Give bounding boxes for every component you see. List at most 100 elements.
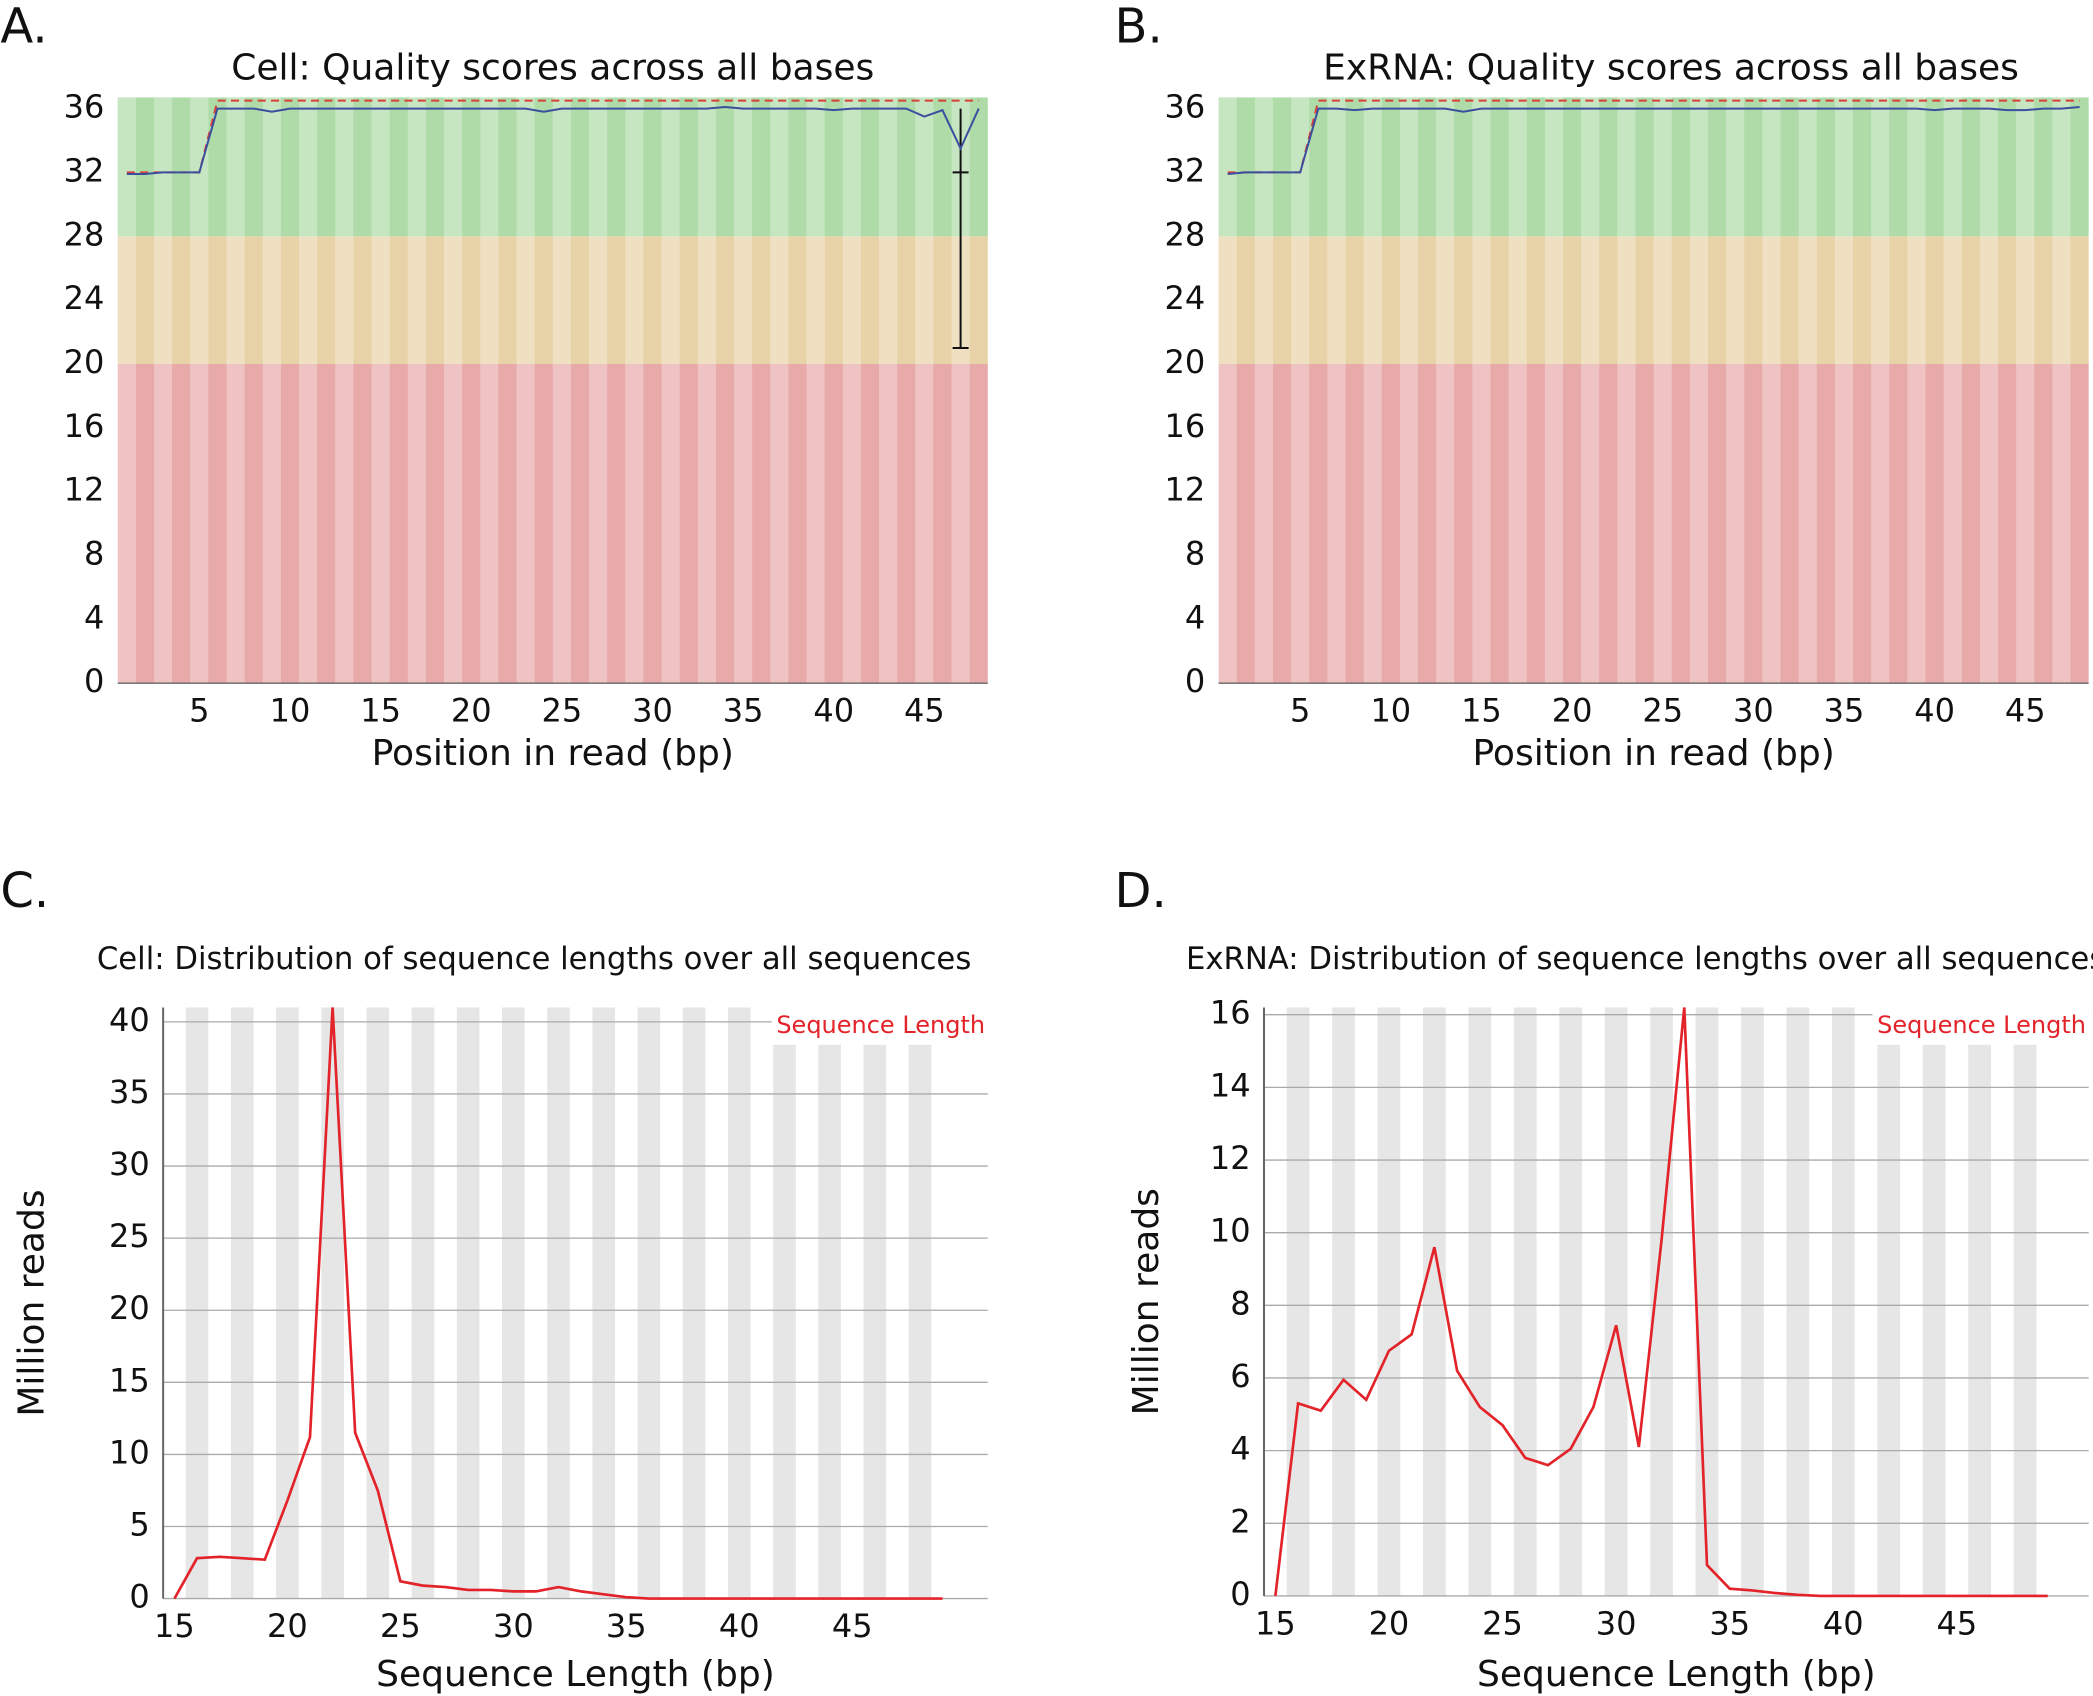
x-tick-label: 15 xyxy=(1461,692,1502,730)
y-tick-label: 4 xyxy=(1185,598,1205,636)
stripe xyxy=(863,1007,887,1599)
x-tick-label: 15 xyxy=(360,692,401,730)
legend-entry: Sequence Length xyxy=(1877,1011,2086,1039)
x-axis-label: Position in read (bp) xyxy=(372,733,734,774)
y-tick-label: 0 xyxy=(1185,662,1205,700)
y-tick-label: 14 xyxy=(1210,1066,1251,1104)
stripe xyxy=(1834,97,1854,684)
stripe xyxy=(456,1007,480,1599)
stripe xyxy=(230,1007,254,1599)
stripe xyxy=(1741,1007,1764,1596)
x-tick-label: 25 xyxy=(1642,692,1683,730)
stripe xyxy=(371,97,390,684)
stripe xyxy=(818,1007,841,1599)
stripe xyxy=(1286,1007,1310,1596)
stripe xyxy=(1871,97,1890,684)
x-axis-label: Position in read (bp) xyxy=(1472,733,1834,774)
panel-label: A. xyxy=(0,0,47,54)
stripe xyxy=(1377,1007,1401,1596)
y-tick-label: 36 xyxy=(1165,88,1206,126)
stripe xyxy=(1508,97,1527,684)
stripe xyxy=(1218,97,1237,684)
x-tick-label: 15 xyxy=(1255,1604,1296,1642)
stripe xyxy=(879,97,898,684)
x-tick-label: 20 xyxy=(451,692,492,730)
stripe xyxy=(773,1007,796,1599)
x-tick-label: 30 xyxy=(493,1607,534,1645)
stripe xyxy=(1726,97,1745,684)
stripe xyxy=(1327,97,1346,684)
y-tick-label: 30 xyxy=(109,1145,150,1183)
stripe xyxy=(1617,97,1636,684)
y-tick-label: 36 xyxy=(64,88,105,126)
stripe xyxy=(1979,97,1999,684)
stripe xyxy=(335,97,354,684)
stripe xyxy=(637,1007,661,1599)
y-tick-label: 12 xyxy=(64,471,105,509)
x-tick-label: 25 xyxy=(380,1607,421,1645)
y-tick-label: 24 xyxy=(64,279,105,317)
stripe xyxy=(1943,97,1962,684)
stripe xyxy=(1786,1007,1810,1596)
x-tick-label: 35 xyxy=(1709,1604,1750,1642)
y-tick-label: 4 xyxy=(84,598,104,636)
stripe xyxy=(1922,1007,1946,1596)
y-tick-label: 32 xyxy=(64,151,105,189)
x-tick-label: 10 xyxy=(270,692,311,730)
x-tick-label: 5 xyxy=(189,692,209,730)
stripe xyxy=(1291,97,1310,684)
legend-box xyxy=(1872,1007,2089,1045)
x-tick-label: 40 xyxy=(1823,1604,1864,1642)
x-axis-label: Sequence Length (bp) xyxy=(1477,1654,1876,1695)
legend-box xyxy=(771,1007,988,1045)
stripe xyxy=(1831,1007,1855,1596)
y-tick-label: 20 xyxy=(64,343,105,381)
x-tick-label: 15 xyxy=(154,1607,195,1645)
x-tick-label: 30 xyxy=(632,692,673,730)
stripe xyxy=(1907,97,1926,684)
stripe xyxy=(1472,97,1491,684)
stripe xyxy=(276,1007,299,1599)
chart-title: Cell: Distribution of sequence lengths o… xyxy=(97,942,971,977)
stripe xyxy=(1544,97,1564,684)
stripe xyxy=(547,1007,570,1599)
stripe xyxy=(770,97,789,684)
y-tick-label: 5 xyxy=(129,1506,149,1544)
y-tick-label: 20 xyxy=(109,1289,150,1327)
mean-line xyxy=(1227,105,2080,176)
x-tick-label: 45 xyxy=(2005,692,2046,730)
stripe xyxy=(185,1007,209,1599)
x-tick-label: 45 xyxy=(904,692,945,730)
stripe xyxy=(1650,1007,1673,1596)
zone xyxy=(117,363,988,684)
x-tick-label: 35 xyxy=(606,1607,647,1645)
stripe xyxy=(1423,1007,1446,1596)
y-tick-label: 16 xyxy=(64,407,105,445)
x-tick-label: 40 xyxy=(813,692,854,730)
stripe xyxy=(1689,97,1709,684)
stripe xyxy=(625,97,644,684)
stripe xyxy=(697,97,716,684)
stripe xyxy=(1468,1007,1492,1596)
stripe xyxy=(1399,97,1419,684)
stripe xyxy=(1968,1007,1991,1596)
x-tick-label: 40 xyxy=(719,1607,760,1645)
y-tick-label: 8 xyxy=(1185,535,1205,573)
stripe xyxy=(908,1007,932,1599)
y-tick-label: 0 xyxy=(1230,1575,1250,1613)
panel-label: B. xyxy=(1115,0,1163,54)
y-tick-label: 15 xyxy=(109,1361,150,1399)
x-tick-label: 20 xyxy=(1552,692,1593,730)
y-tick-label: 0 xyxy=(129,1578,149,1616)
stripe xyxy=(734,97,753,684)
stripe xyxy=(299,97,318,684)
zone xyxy=(1218,97,2089,237)
stripe xyxy=(682,1007,706,1599)
stripe xyxy=(516,97,535,684)
x-tick-label: 40 xyxy=(1914,692,1955,730)
stripe xyxy=(2013,1007,2037,1596)
stripe xyxy=(444,97,463,684)
panel-label: C. xyxy=(0,863,49,919)
stripe xyxy=(1762,97,1781,684)
stripe xyxy=(2052,97,2071,684)
